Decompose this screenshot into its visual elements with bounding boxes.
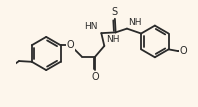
Text: HN: HN	[85, 22, 98, 31]
Text: O: O	[180, 46, 188, 56]
Text: NH: NH	[129, 18, 142, 27]
Text: O: O	[67, 40, 74, 50]
Text: O: O	[91, 72, 99, 82]
Text: NH: NH	[107, 35, 120, 44]
Text: S: S	[112, 7, 118, 17]
